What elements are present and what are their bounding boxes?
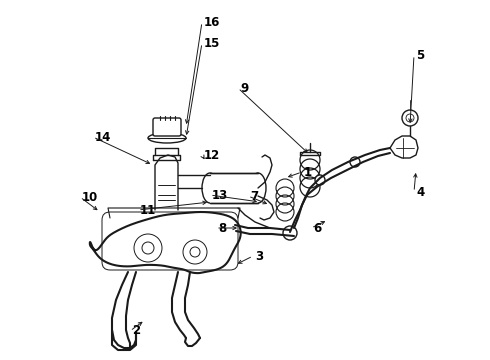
Text: 15: 15 [204,36,221,50]
Ellipse shape [148,133,186,143]
Text: 10: 10 [82,190,98,203]
Circle shape [315,175,325,185]
Text: 16: 16 [204,15,221,28]
Circle shape [134,234,162,262]
Circle shape [283,226,297,240]
Circle shape [183,240,207,264]
Text: 11: 11 [140,203,156,216]
Text: 5: 5 [416,49,424,62]
Bar [210,173,258,203]
Text: 7: 7 [250,189,258,202]
Text: 4: 4 [416,185,424,198]
Circle shape [142,242,154,254]
Text: 8: 8 [218,221,226,234]
Circle shape [406,114,414,122]
Ellipse shape [202,173,218,203]
Ellipse shape [250,173,266,203]
FancyBboxPatch shape [102,212,238,270]
Text: 2: 2 [132,324,140,338]
Text: 3: 3 [255,249,263,262]
Text: 12: 12 [204,149,220,162]
Text: 6: 6 [313,221,321,234]
Circle shape [190,247,200,257]
Circle shape [402,110,418,126]
Text: 9: 9 [240,81,248,95]
Circle shape [350,157,360,167]
FancyBboxPatch shape [153,118,181,136]
Text: 14: 14 [95,131,111,144]
Text: 1: 1 [304,166,312,179]
Text: 13: 13 [212,189,228,202]
